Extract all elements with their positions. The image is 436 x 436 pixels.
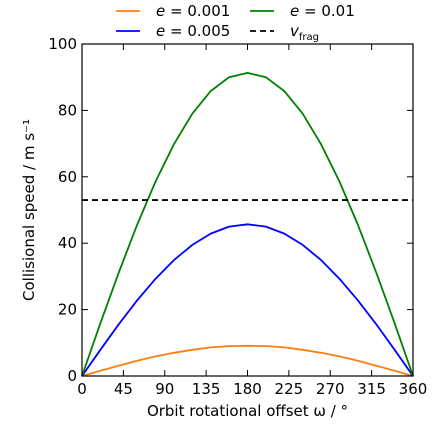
x-tick-label: 180 bbox=[233, 380, 262, 398]
series-line bbox=[81, 344, 414, 377]
series-line bbox=[81, 72, 414, 377]
legend-label: vfrag bbox=[290, 22, 319, 43]
y-tick-label: 20 bbox=[58, 301, 77, 319]
x-tick-label: 90 bbox=[155, 380, 174, 398]
legend-entry: e = 0.01 bbox=[250, 2, 355, 20]
x-axis-label: Orbit rotational offset ω / ° bbox=[147, 402, 348, 420]
y-axis-label: Collisional speed / m s⁻¹ bbox=[20, 119, 38, 301]
x-tick-label: 45 bbox=[114, 380, 133, 398]
x-tick-label: 225 bbox=[275, 380, 304, 398]
legend-entry: vfrag bbox=[250, 22, 319, 43]
legend: e = 0.001 e = 0.01 e = 0.005 vfrag bbox=[116, 2, 355, 43]
ticks: 0 45 90 135 180 225 270 315 360 0 20 40 60 80 100 bbox=[48, 35, 427, 398]
series-line bbox=[81, 223, 414, 377]
legend-label: e = 0.01 bbox=[290, 2, 355, 20]
x-tick-label: 270 bbox=[316, 380, 345, 398]
legend-entry: e = 0.005 bbox=[116, 22, 230, 40]
x-tick-label: 0 bbox=[77, 380, 87, 398]
plot-lines bbox=[81, 72, 414, 377]
y-tick-label: 40 bbox=[58, 234, 77, 252]
x-tick-label: 360 bbox=[399, 380, 428, 398]
legend-label: e = 0.005 bbox=[156, 22, 230, 40]
y-tick-label: 100 bbox=[48, 35, 77, 53]
y-tick-label: 60 bbox=[58, 168, 77, 186]
legend-entry: e = 0.001 bbox=[116, 2, 230, 20]
legend-label: e = 0.001 bbox=[156, 2, 230, 20]
axes-frame bbox=[81, 43, 414, 377]
y-tick-label: 80 bbox=[58, 101, 77, 119]
x-tick-label: 135 bbox=[192, 380, 221, 398]
y-tick-label: 0 bbox=[67, 367, 77, 385]
x-tick-label: 315 bbox=[357, 380, 386, 398]
